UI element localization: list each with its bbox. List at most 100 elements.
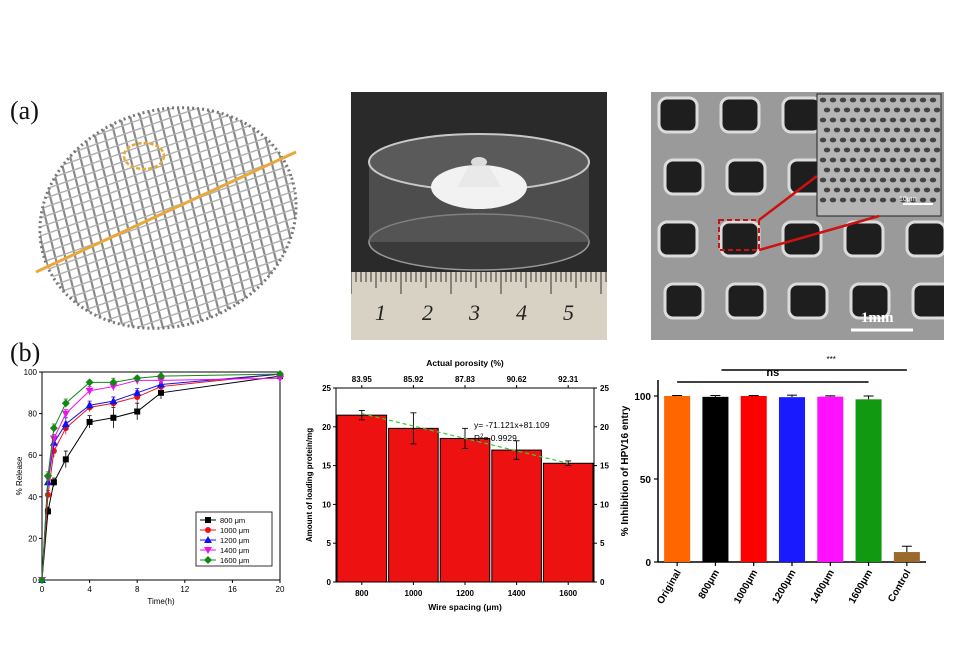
x-tick-label: 1400 — [508, 589, 526, 598]
regression-r2: R2= 0.9929 — [474, 433, 517, 443]
data-point — [85, 378, 94, 387]
data-point — [133, 374, 142, 383]
y-tick-label: 5 — [327, 539, 332, 548]
mesh-outline — [38, 106, 298, 330]
y-tick-label: 0 — [645, 558, 651, 569]
legend-label: 1000 μm — [220, 526, 249, 535]
right-y-tick-label: 25 — [600, 384, 609, 393]
bar — [855, 399, 882, 562]
y-axis-label: % Release — [15, 456, 24, 495]
data-point — [204, 547, 212, 554]
x-tick-label: 800μm — [697, 568, 722, 601]
x-tick-label: 800 — [355, 589, 369, 598]
right-y-tick-label: 15 — [600, 462, 609, 471]
ruler-number: 3 — [469, 300, 480, 325]
x-tick-label: 0 — [40, 585, 45, 594]
top-tick-label: 90.62 — [507, 375, 528, 384]
data-point — [157, 372, 165, 381]
y-tick-label: 40 — [28, 493, 37, 502]
y-tick-label: 25 — [322, 384, 331, 393]
release-chart: 0 20 40 60 80 100 0 4 8 12 16 20 Time(h) % Release 800… — [15, 368, 285, 606]
x-axis-label: Time(h) — [147, 597, 175, 606]
data-point — [61, 420, 70, 427]
x-tick-label: 8 — [135, 585, 140, 594]
y-tick-label: 20 — [322, 423, 331, 432]
data-point — [204, 536, 212, 543]
x-axis-label: Wire spacing (μm) — [428, 602, 502, 612]
x-tick-label: 1600μm — [847, 568, 875, 606]
data-point — [205, 527, 211, 533]
right-y-tick-label: 10 — [600, 500, 609, 509]
data-point — [62, 456, 69, 463]
sem-inset-scale-label: 10μm — [899, 196, 917, 203]
y-tick-label: 100 — [24, 368, 38, 377]
y-tick-label: 0 — [327, 578, 332, 587]
x-tick-label: 16 — [228, 585, 237, 594]
legend-label: 1400 μm — [220, 546, 249, 555]
plot-frame — [41, 371, 281, 581]
x-tick-label: Control — [886, 568, 913, 604]
y-tick-label: 50 — [640, 475, 652, 486]
zoom-region-box — [718, 219, 760, 251]
ns-label: ns — [766, 367, 779, 379]
x-tick-label: 1400μm — [809, 568, 837, 606]
top-tick-label: 92.31 — [558, 375, 579, 384]
y-tick-label: 0 — [33, 576, 38, 585]
legend-label: 800 μm — [220, 516, 245, 525]
data-point — [109, 397, 118, 405]
regression-equation: y= -71.121x+81.109 — [474, 420, 550, 430]
bar — [491, 449, 542, 583]
mesh-model-illustration — [26, 100, 308, 338]
data-point — [61, 410, 70, 418]
data-point — [43, 472, 52, 480]
data-point — [86, 418, 93, 425]
x-tick-label: 4 — [87, 585, 92, 594]
bar — [664, 396, 691, 562]
hpv16-inhibition-chart: 0 50 100% Inhibition of HPV16 entry Origina… — [620, 355, 926, 606]
data-point — [158, 389, 164, 396]
top-tick-label: 85.92 — [403, 375, 424, 384]
bar — [778, 397, 806, 562]
right-y-tick-label: 20 — [600, 423, 609, 432]
y-axis-label: Amount of loading protein/mg — [305, 428, 314, 542]
x-tick-label: 20 — [276, 585, 285, 594]
top-tick-label: 83.95 — [352, 375, 373, 384]
ruler — [351, 272, 607, 340]
top-axis-title: Actual porosity (%) — [426, 358, 504, 368]
bar — [893, 552, 920, 562]
x-tick-label: 1000 — [405, 589, 423, 598]
panel-b-label: (b) — [10, 338, 41, 367]
data-point — [205, 517, 211, 523]
petri-dish-photo: 1 2 3 4 5 — [351, 92, 607, 340]
data-point — [109, 383, 118, 391]
y-tick-label: 20 — [28, 534, 37, 543]
x-tick-label: 12 — [180, 585, 189, 594]
bar — [740, 396, 767, 562]
bar — [388, 427, 439, 583]
y-tick-label: 60 — [28, 451, 37, 460]
data-point — [157, 377, 165, 385]
bar — [817, 396, 844, 562]
x-tick-label: Original — [655, 568, 684, 606]
data-point — [85, 387, 94, 395]
y-tick-label: 100 — [634, 392, 651, 403]
sem-scale-label: 1mm — [861, 310, 894, 326]
y-axis-label: % Inhibition of HPV16 entry — [620, 405, 631, 536]
legend-label: 1200 μm — [220, 536, 249, 545]
data-point — [133, 388, 142, 396]
sem-image: 10μm 1mm — [651, 92, 944, 340]
trend-line — [361, 413, 569, 464]
series — [38, 370, 284, 584]
loading-protein-chart: Actual porosity (%)80083.95100085.921200… — [305, 358, 609, 612]
data-point — [44, 491, 51, 498]
data-point — [134, 408, 141, 415]
y-tick-label: 10 — [322, 500, 331, 509]
data-point — [49, 424, 58, 433]
data-point — [61, 399, 70, 408]
significance-stars: *** — [826, 355, 835, 364]
x-tick-label: 1000μm — [732, 568, 760, 606]
sem-inset — [816, 93, 942, 217]
data-point — [38, 576, 46, 584]
x-tick-label: 1200μm — [770, 568, 798, 606]
right-y-tick-label: 0 — [600, 578, 605, 587]
